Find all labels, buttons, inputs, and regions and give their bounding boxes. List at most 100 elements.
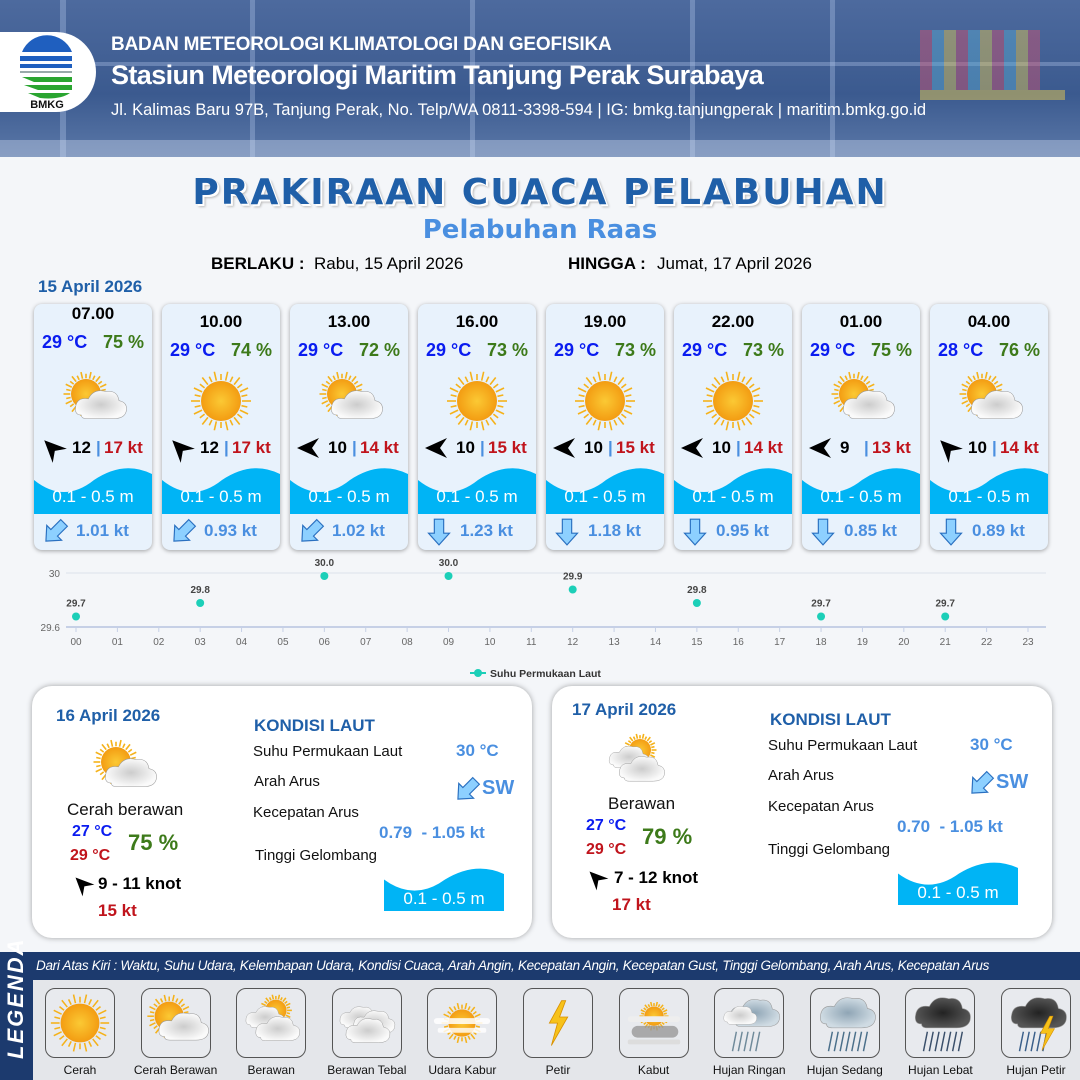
sea-condition-title: KONDISI LAUT xyxy=(254,716,375,735)
page-title: PRAKIRAAN CUACA PELABUHAN xyxy=(192,172,888,213)
current-direction: SW xyxy=(482,777,515,799)
data-point xyxy=(941,612,950,621)
x-tick-label: 07 xyxy=(360,637,372,648)
wave-height: 0.1 - 0.5 m xyxy=(917,883,999,902)
legend-item-label: Hujan Sedang xyxy=(806,1063,883,1077)
data-point xyxy=(320,572,329,580)
hujan-lebat-icon xyxy=(905,988,976,1058)
forecast-card: 16.00 29 °C 73 % 10 | 15 kt 0.1 - 0.5 m … xyxy=(418,304,536,550)
data-label: 29.7 xyxy=(935,599,955,610)
daily-forecast-panel: 16 April 2026 Cerah berawan 27 °C 29 °C … xyxy=(32,686,532,938)
current-direction-icon xyxy=(168,518,198,550)
forecast-time: 22.00 xyxy=(711,312,755,331)
petir-icon xyxy=(523,988,593,1058)
data-point xyxy=(817,612,826,621)
wind-speed: 12 xyxy=(200,438,219,457)
data-label: 29.7 xyxy=(66,599,86,610)
x-tick-label: 23 xyxy=(1022,637,1034,648)
wave-height: 0.1 - 0.5 m xyxy=(436,487,518,506)
wind-direction-icon xyxy=(552,436,576,465)
air-temperature: 28 °C xyxy=(938,340,984,360)
current-direction-label: Arah Arus xyxy=(768,767,834,784)
cerah-berawan-weather-icon xyxy=(58,366,128,436)
x-tick-label: 19 xyxy=(857,637,869,648)
legend-item-label: Berawan xyxy=(247,1063,295,1077)
x-tick-label: 21 xyxy=(940,637,952,648)
air-temperature: 29 °C xyxy=(554,340,600,360)
wave-height: 0.1 - 0.5 m xyxy=(180,487,262,506)
cerah-berawan-weather-icon xyxy=(88,734,158,804)
wind-direction-icon xyxy=(296,436,320,465)
forecast-time: 16.00 xyxy=(455,312,499,331)
valid-to-label: HINGGA : xyxy=(568,254,646,273)
x-tick-label: 01 xyxy=(112,637,124,648)
wave-icon xyxy=(418,460,536,514)
wind-direction-icon xyxy=(680,436,704,465)
legend-label: Suhu Permukaan Laut xyxy=(490,668,601,680)
cerah-weather-icon xyxy=(186,366,256,436)
x-tick-label: 14 xyxy=(650,637,662,648)
berawan-weather-icon xyxy=(600,728,670,798)
current-info: 0.85 kt xyxy=(806,518,918,546)
humidity: 73 % xyxy=(486,340,528,360)
wind-speed: 9 xyxy=(840,438,850,457)
daily-forecast-panel: 17 April 2026 Berawan 27 °C 29 °C 79 % 7… xyxy=(552,686,1052,938)
legend-item-label: Kabut xyxy=(637,1063,670,1077)
gust-speed: 14 kt xyxy=(360,438,399,457)
current-speed: 0.89 kt xyxy=(972,521,1025,540)
current-direction-icon xyxy=(680,518,710,550)
current-direction-icon xyxy=(424,518,454,550)
current-speed-range: 0.79 - 1.05 kt xyxy=(379,823,485,842)
wind-speed: 10 xyxy=(456,438,475,457)
x-tick-label: 04 xyxy=(236,637,248,648)
x-tick-label: 05 xyxy=(277,637,289,648)
divider: | xyxy=(864,438,869,457)
air-temperature: 29 °C xyxy=(170,340,216,360)
humidity: 73 % xyxy=(614,340,656,360)
data-point xyxy=(72,612,80,621)
current-direction-icon xyxy=(936,518,966,550)
wind-direction-icon xyxy=(808,436,832,465)
current-info: 1.18 kt xyxy=(550,518,662,546)
sst-label: Suhu Permukaan Laut xyxy=(253,743,403,760)
hujan-ringan-icon xyxy=(714,988,785,1058)
min-temperature: 27 °C xyxy=(72,823,113,840)
current-direction-icon xyxy=(966,770,996,803)
x-tick-label: 10 xyxy=(484,637,496,648)
wind-info: 10 | 15 kt xyxy=(550,436,662,460)
x-tick-label: 02 xyxy=(153,637,165,648)
wave-icon xyxy=(546,460,664,514)
valid-from: Rabu, 15 April 2026 xyxy=(314,254,464,273)
humidity: 75 % xyxy=(102,332,144,352)
x-tick-label: 09 xyxy=(443,637,455,648)
x-tick-label: 12 xyxy=(567,637,579,648)
wave-height-label: Tinggi Gelombang xyxy=(255,847,378,864)
x-tick-label: 22 xyxy=(981,637,993,648)
sea-condition-title: KONDISI LAUT xyxy=(770,710,891,729)
air-temperature: 29 °C xyxy=(682,340,728,360)
cerah-berawan-icon xyxy=(140,988,211,1058)
forecast-time: 01.00 xyxy=(839,312,883,331)
current-speed: 1.18 kt xyxy=(588,521,641,540)
wind-direction-icon xyxy=(936,436,963,465)
legend-item-label: Hujan Lebat xyxy=(908,1063,973,1077)
current-direction-label: Arah Arus xyxy=(254,773,320,790)
wave-height: 0.1 - 0.5 m xyxy=(948,487,1030,506)
forecast-card: 07.00 29 °C 75 % 12 | 17 kt 0.1 - 0.5 m … xyxy=(34,304,152,550)
gust-speed: 14 kt xyxy=(1000,438,1039,457)
legend-item-label: Berawan Tebal xyxy=(327,1063,407,1077)
legend-item-label: Hujan Ringan xyxy=(712,1063,786,1077)
legend-item-label: Cerah Berawan xyxy=(133,1063,218,1077)
forecast-card: 22.00 29 °C 73 % 10 | 14 kt 0.1 - 0.5 m … xyxy=(674,304,792,550)
cerah-berawan-weather-icon xyxy=(954,366,1024,436)
hujan-petir-icon xyxy=(1001,988,1071,1058)
wave-height: 0.1 - 0.5 m xyxy=(692,487,774,506)
wind-speed-range: 9 - 11 knot xyxy=(98,874,182,893)
gust-speed: 15 kt xyxy=(488,438,527,457)
legend-item: Udara Kabur xyxy=(427,988,498,1077)
berawan-tebal-icon xyxy=(331,988,402,1058)
data-point xyxy=(692,599,701,607)
current-speed: 0.85 kt xyxy=(844,521,897,540)
humidity: 75 % xyxy=(128,830,179,855)
bmkg-logo: BMKG xyxy=(0,32,96,112)
